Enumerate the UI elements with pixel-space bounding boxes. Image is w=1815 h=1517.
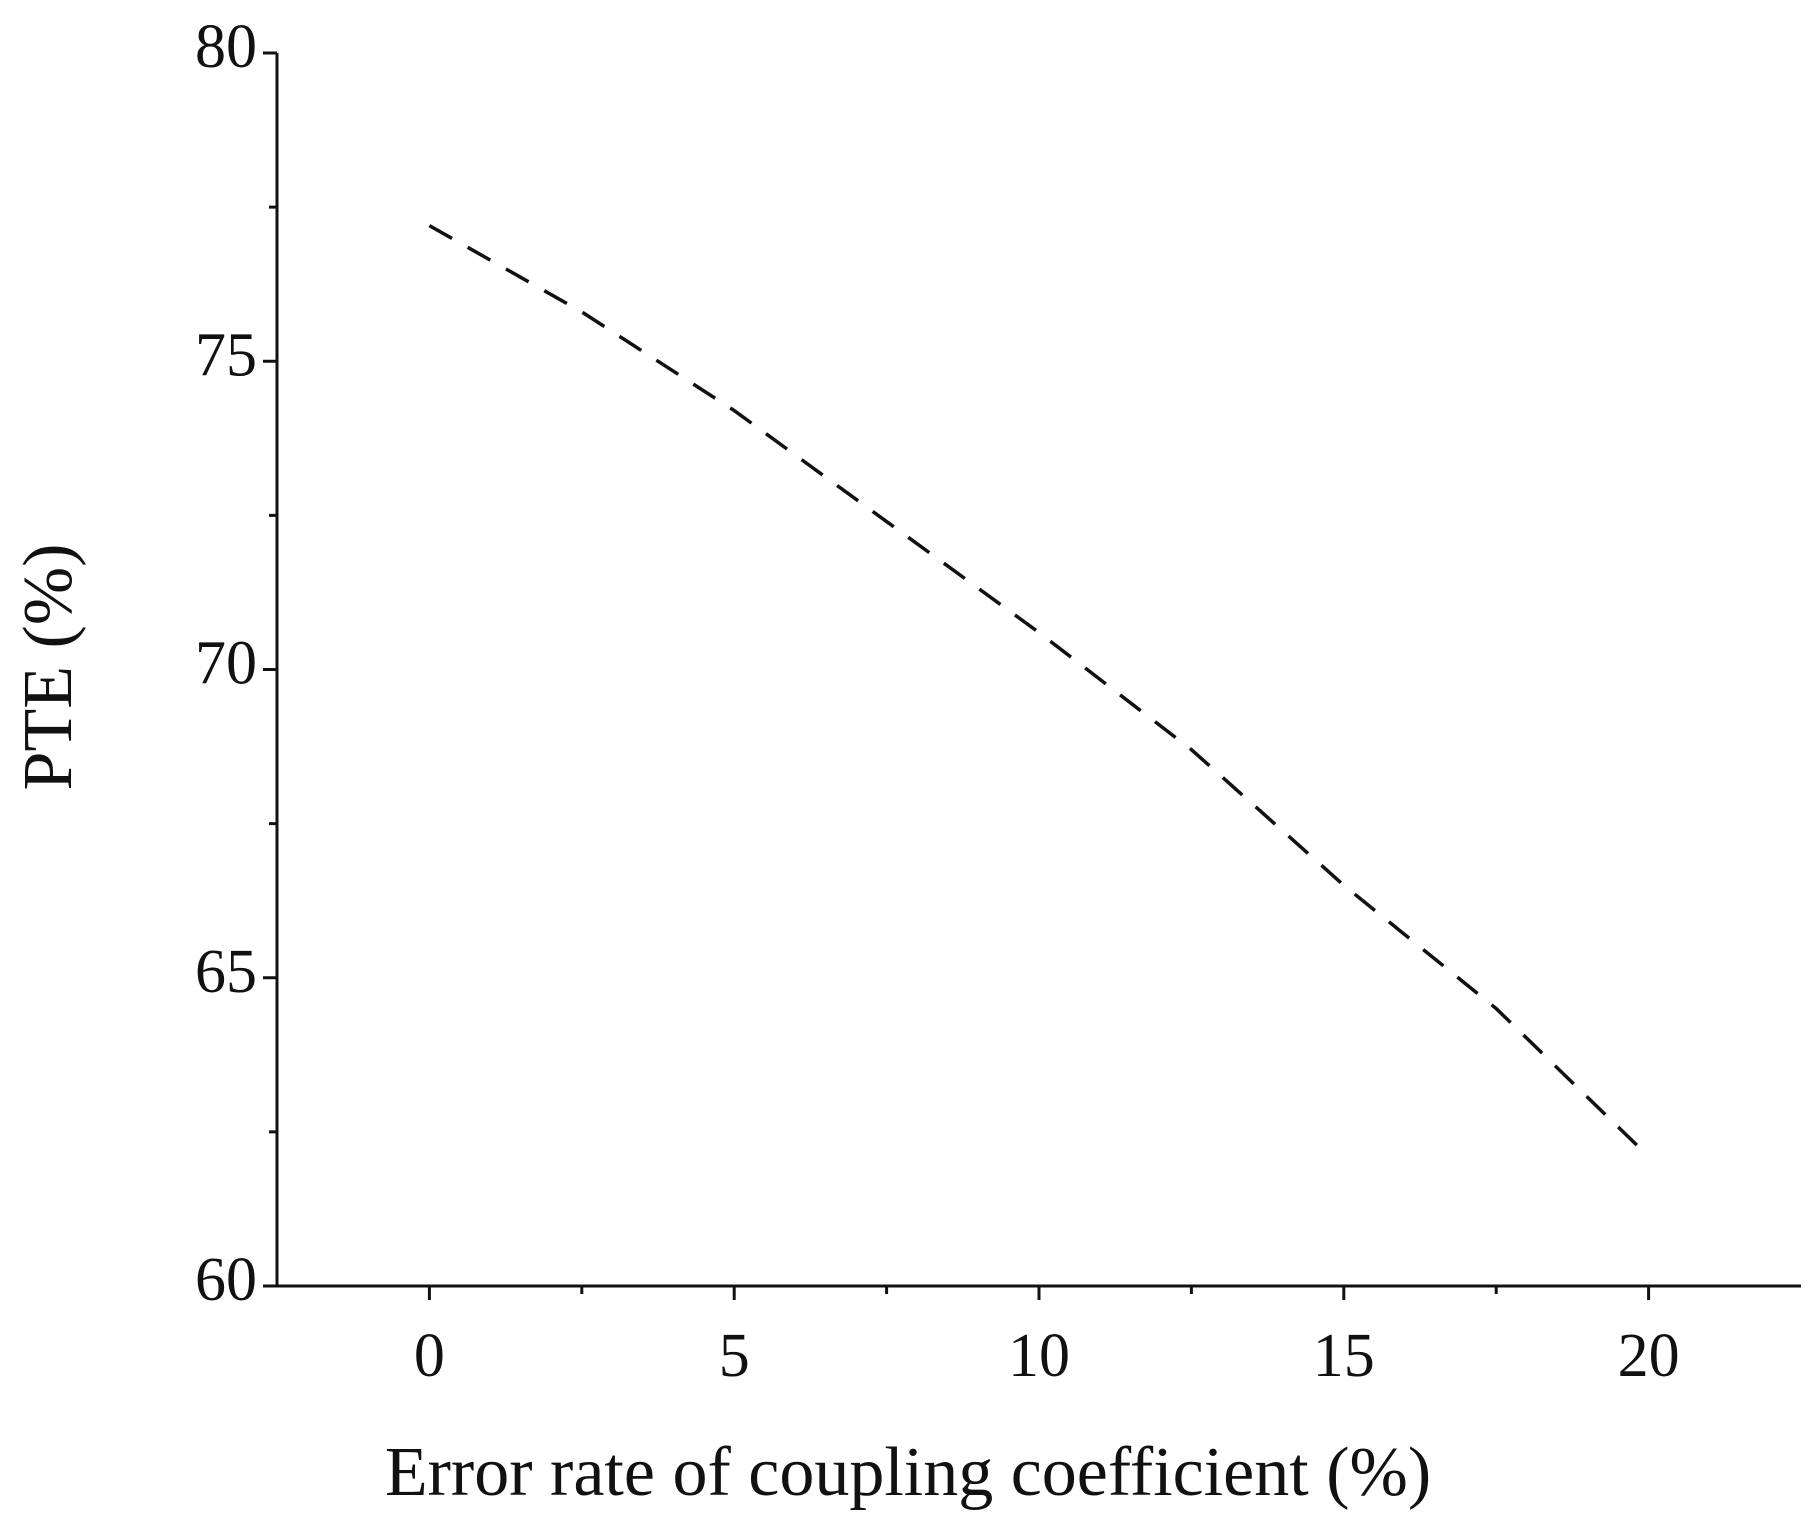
- x-axis-title: Error rate of coupling coefficient (%): [385, 1434, 1431, 1511]
- y-tick-label: 75: [195, 321, 257, 389]
- y-tick-label: 60: [195, 1246, 257, 1314]
- x-tick-label: 20: [1618, 1322, 1680, 1390]
- y-tick-label: 65: [195, 938, 257, 1006]
- x-tick-label: 15: [1313, 1322, 1375, 1390]
- y-tick-label: 70: [195, 630, 257, 698]
- y-axis-title: PTE (%): [10, 544, 87, 791]
- data-line: [428, 224, 1650, 1158]
- x-tick-label: 10: [1008, 1322, 1070, 1390]
- x-tick-label: 0: [414, 1322, 445, 1390]
- x-tick-label: 5: [719, 1322, 750, 1390]
- y-tick-label: 80: [195, 13, 257, 81]
